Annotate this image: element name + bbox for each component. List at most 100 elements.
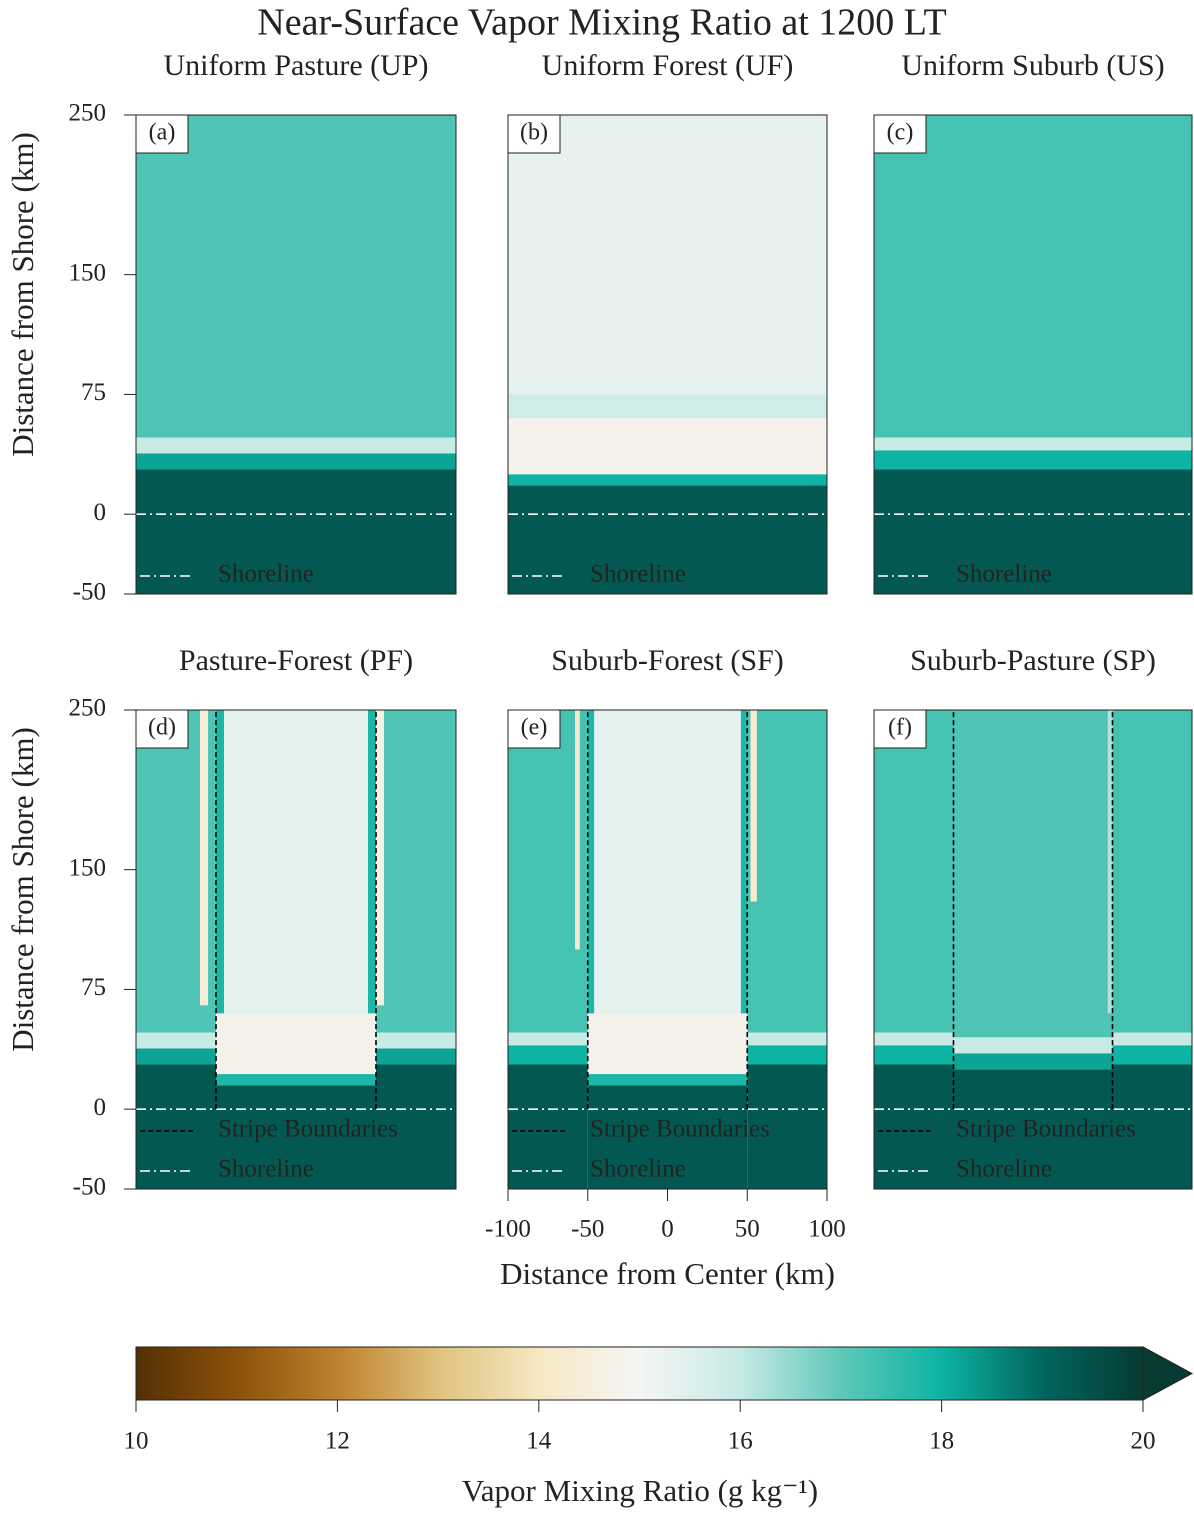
heat-cell	[1112, 1045, 1192, 1065]
heat-cell	[874, 1064, 954, 1189]
heat-cell	[874, 437, 1192, 451]
heat-cell	[874, 710, 954, 1033]
y-tick-label: 150	[69, 854, 107, 881]
heat-cell	[508, 710, 588, 1033]
y-tick-label: 0	[94, 1094, 107, 1121]
panel-frame	[135, 114, 457, 595]
panel-letter: (d)	[148, 715, 176, 741]
heat-cell	[747, 1045, 827, 1065]
y-tick-label: 250	[69, 695, 107, 722]
colorbar	[136, 1347, 1143, 1400]
panel-letter-box	[135, 709, 189, 749]
heat-cell	[136, 469, 456, 594]
panel-title: Pasture-Forest (PF)	[179, 644, 413, 677]
panel-title: Suburb-Pasture (SP)	[910, 644, 1156, 677]
colorbar-tick-label: 16	[728, 1428, 753, 1455]
panel-letter-box	[873, 709, 927, 749]
heat-cell	[874, 450, 1192, 470]
legend-label: Shoreline	[218, 561, 314, 588]
heat-cell	[874, 115, 1192, 438]
heat-cell	[874, 469, 1192, 594]
heat-cell	[376, 1064, 456, 1189]
x-tick-label: -100	[485, 1216, 531, 1243]
heat-cell	[1107, 710, 1113, 1014]
heat-cell	[508, 394, 827, 419]
heat-cell	[874, 1045, 954, 1065]
legend-label: Shoreline	[956, 1156, 1052, 1183]
heat-cell	[508, 1045, 588, 1065]
panel-letter-box	[507, 114, 561, 154]
y-axis-label: Distance from Shore (km)	[5, 132, 40, 457]
heat-cell	[508, 1064, 588, 1189]
panel-frame	[873, 709, 1193, 1190]
heat-cell	[953, 1069, 1113, 1189]
heat-cell	[508, 1032, 588, 1046]
x-tick-label: -50	[571, 1216, 604, 1243]
panel-letter: (e)	[521, 715, 548, 741]
heat-cell	[136, 453, 456, 470]
y-axis-label: Distance from Shore (km)	[5, 727, 40, 1052]
heat-cell	[953, 710, 1113, 1038]
panel-title: Uniform Forest (UF)	[542, 49, 794, 82]
x-tick-label: 0	[661, 1216, 674, 1243]
heat-cell	[216, 1013, 376, 1075]
legend-label: Shoreline	[956, 561, 1052, 588]
colorbar-frame	[135, 1346, 1144, 1401]
heat-cell	[200, 710, 208, 1006]
colorbar-label: Vapor Mixing Ratio (g kg⁻¹)	[462, 1473, 818, 1508]
heat-cell	[953, 1053, 1113, 1070]
colorbar-tick-label: 12	[325, 1428, 350, 1455]
heat-cell	[587, 1074, 748, 1086]
legend-label: Shoreline	[218, 1156, 314, 1183]
heat-cell	[136, 1032, 216, 1049]
heat-cell	[1112, 1064, 1192, 1189]
panel-title: Uniform Pasture (UP)	[164, 49, 429, 82]
figure-title: Near-Surface Vapor Mixing Ratio at 1200 …	[257, 2, 946, 44]
panel-letter-box	[873, 114, 927, 154]
heat-cell	[574, 710, 580, 950]
panel-letter-box	[507, 709, 561, 749]
colorbar-tick-label: 10	[124, 1428, 149, 1455]
heat-cell	[747, 1064, 827, 1189]
legend-label: Stripe Boundaries	[956, 1116, 1136, 1143]
y-tick-label: 150	[69, 259, 107, 286]
panel-letter-box	[135, 114, 189, 154]
panel-letter: (b)	[520, 120, 548, 146]
colorbar-extend	[1142, 1346, 1194, 1401]
heat-cell	[587, 1085, 748, 1189]
heat-cell	[136, 115, 456, 438]
heat-cell	[368, 710, 376, 1014]
heat-cell	[587, 1013, 748, 1075]
heat-cell	[1112, 710, 1192, 1033]
heat-cell	[508, 418, 827, 475]
heat-cell	[747, 710, 827, 1033]
colorbar-tick-label: 18	[929, 1428, 954, 1455]
panel-title: Uniform Suburb (US)	[901, 49, 1164, 82]
y-tick-label: 75	[81, 379, 106, 406]
heat-cell	[1112, 1032, 1192, 1046]
heat-cell	[136, 1064, 216, 1189]
panel-frame	[873, 114, 1193, 595]
heat-cell	[953, 1037, 1113, 1054]
panel-letter: (a)	[149, 120, 176, 146]
y-tick-label: -50	[73, 1174, 106, 1201]
heat-cell	[136, 1048, 216, 1065]
heat-cell	[376, 1032, 456, 1049]
y-tick-label: 75	[81, 974, 106, 1001]
panel-frame	[507, 114, 828, 595]
panel-letter: (f)	[888, 715, 912, 741]
heat-cell	[750, 710, 757, 902]
y-tick-label: 0	[94, 499, 107, 526]
heat-cell	[874, 1032, 954, 1046]
x-axis-label: Distance from Center (km)	[500, 1256, 835, 1291]
legend-label: Shoreline	[590, 561, 686, 588]
heat-cell	[508, 115, 827, 395]
legend-label: Stripe Boundaries	[218, 1116, 398, 1143]
colorbar-tick-label: 14	[526, 1428, 552, 1455]
y-tick-label: 250	[69, 100, 107, 127]
heat-cell	[587, 710, 595, 1014]
heat-cell	[376, 710, 456, 1033]
panel-frame	[135, 709, 457, 1190]
x-tick-label: 50	[735, 1216, 760, 1243]
